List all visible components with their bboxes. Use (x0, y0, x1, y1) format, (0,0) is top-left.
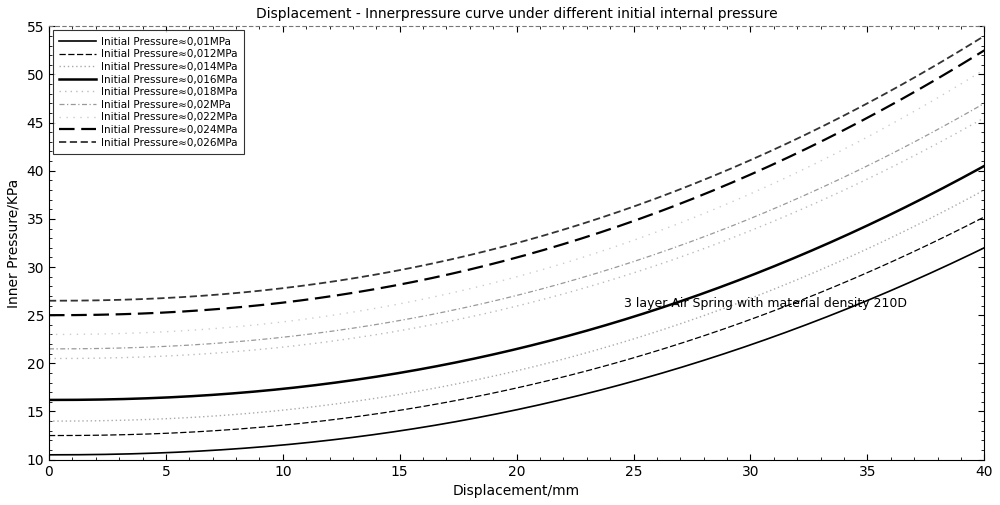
Initial Pressure≈0,018MPa (978, 115, 990, 121)
Initial Pressure≈0,018MPa (956, 127, 968, 133)
Initial Pressure≈0,026MPa (810, 127, 822, 133)
Initial Pressure≈0,016MPa (978, 163, 990, 169)
Initial Pressure≈0,024MPa (549, 243, 561, 249)
Initial Pressure≈0,018MPa (43, 356, 55, 362)
Initial Pressure≈0,026MPa (487, 246, 499, 252)
Initial Pressure≈0,022MPa (956, 80, 968, 86)
Line: Initial Pressure≈0,026MPa: Initial Pressure≈0,026MPa (49, 36, 984, 301)
Initial Pressure≈0,024MPa (600, 228, 612, 234)
Initial Pressure≈0,014MPa (43, 418, 55, 424)
Line: Initial Pressure≈0,01MPa: Initial Pressure≈0,01MPa (49, 248, 984, 455)
Line: Initial Pressure≈0,012MPa: Initial Pressure≈0,012MPa (49, 217, 984, 436)
Initial Pressure≈0,022MPa (549, 263, 561, 269)
Line: Initial Pressure≈0,018MPa: Initial Pressure≈0,018MPa (49, 118, 984, 359)
Initial Pressure≈0,016MPa (600, 322, 612, 328)
Y-axis label: Inner Pressure/KPa: Inner Pressure/KPa (7, 178, 21, 308)
Initial Pressure≈0,022MPa (493, 278, 505, 284)
Initial Pressure≈0,024MPa (810, 141, 822, 147)
Line: Initial Pressure≈0,022MPa: Initial Pressure≈0,022MPa (49, 70, 984, 334)
Initial Pressure≈0,01MPa (549, 398, 561, 404)
Initial Pressure≈0,01MPa (493, 411, 505, 417)
Initial Pressure≈0,02MPa (487, 298, 499, 304)
Line: Initial Pressure≈0,02MPa: Initial Pressure≈0,02MPa (49, 104, 984, 349)
Initial Pressure≈0,026MPa (978, 33, 990, 39)
Initial Pressure≈0,018MPa (600, 279, 612, 285)
Title: Displacement - Innerpressure curve under different initial internal pressure: Displacement - Innerpressure curve under… (256, 7, 777, 21)
Initial Pressure≈0,024MPa (487, 261, 499, 267)
Initial Pressure≈0,02MPa (600, 268, 612, 274)
Initial Pressure≈0,012MPa (810, 291, 822, 297)
Initial Pressure≈0,014MPa (810, 269, 822, 275)
Line: Initial Pressure≈0,014MPa: Initial Pressure≈0,014MPa (49, 190, 984, 421)
Initial Pressure≈0,026MPa (956, 46, 968, 53)
Initial Pressure≈0,022MPa (600, 247, 612, 253)
Initial Pressure≈0,01MPa (978, 245, 990, 251)
Initial Pressure≈0,012MPa (978, 214, 990, 220)
Initial Pressure≈0,022MPa (810, 161, 822, 167)
Initial Pressure≈0,012MPa (487, 390, 499, 396)
Initial Pressure≈0,018MPa (549, 293, 561, 299)
Initial Pressure≈0,012MPa (493, 389, 505, 395)
Initial Pressure≈0,018MPa (487, 309, 499, 315)
Initial Pressure≈0,02MPa (549, 282, 561, 288)
Line: Initial Pressure≈0,016MPa: Initial Pressure≈0,016MPa (49, 166, 984, 400)
Initial Pressure≈0,018MPa (810, 200, 822, 206)
Initial Pressure≈0,024MPa (493, 259, 505, 265)
Initial Pressure≈0,022MPa (43, 331, 55, 337)
Initial Pressure≈0,022MPa (978, 67, 990, 73)
Initial Pressure≈0,02MPa (978, 100, 990, 107)
Initial Pressure≈0,014MPa (600, 344, 612, 350)
Initial Pressure≈0,014MPa (493, 372, 505, 378)
Initial Pressure≈0,024MPa (956, 61, 968, 67)
Initial Pressure≈0,014MPa (487, 373, 499, 379)
Initial Pressure≈0,016MPa (43, 397, 55, 403)
Initial Pressure≈0,024MPa (978, 47, 990, 54)
Initial Pressure≈0,026MPa (549, 229, 561, 235)
Initial Pressure≈0,012MPa (549, 376, 561, 382)
Initial Pressure≈0,02MPa (43, 346, 55, 352)
Legend: Initial Pressure≈0,01MPa, Initial Pressure≈0,012MPa, Initial Pressure≈0,014MPa, : Initial Pressure≈0,01MPa, Initial Pressu… (53, 30, 244, 154)
Initial Pressure≈0,026MPa (43, 298, 55, 304)
Initial Pressure≈0,01MPa (600, 386, 612, 392)
Initial Pressure≈0,016MPa (956, 175, 968, 181)
Text: 3 layer Air Spring with material density 210D: 3 layer Air Spring with material density… (624, 297, 907, 310)
Initial Pressure≈0,014MPa (978, 187, 990, 193)
Initial Pressure≈0,018MPa (493, 308, 505, 314)
Initial Pressure≈0,014MPa (549, 358, 561, 364)
Initial Pressure≈0,02MPa (493, 297, 505, 303)
Initial Pressure≈0,026MPa (493, 245, 505, 251)
Initial Pressure≈0,026MPa (600, 213, 612, 219)
Initial Pressure≈0,012MPa (956, 225, 968, 231)
Initial Pressure≈0,01MPa (43, 452, 55, 458)
Initial Pressure≈0,022MPa (487, 280, 499, 286)
Initial Pressure≈0,012MPa (600, 363, 612, 369)
Initial Pressure≈0,01MPa (956, 256, 968, 262)
Initial Pressure≈0,024MPa (43, 312, 55, 318)
Initial Pressure≈0,02MPa (956, 113, 968, 119)
Line: Initial Pressure≈0,024MPa: Initial Pressure≈0,024MPa (49, 50, 984, 315)
Initial Pressure≈0,014MPa (956, 199, 968, 205)
Initial Pressure≈0,016MPa (549, 336, 561, 342)
Initial Pressure≈0,012MPa (43, 433, 55, 439)
Initial Pressure≈0,016MPa (493, 350, 505, 356)
Initial Pressure≈0,016MPa (810, 246, 822, 252)
Initial Pressure≈0,01MPa (810, 318, 822, 324)
Initial Pressure≈0,02MPa (810, 187, 822, 193)
Initial Pressure≈0,016MPa (487, 351, 499, 358)
X-axis label: Displacement/mm: Displacement/mm (453, 484, 580, 498)
Initial Pressure≈0,01MPa (487, 412, 499, 418)
